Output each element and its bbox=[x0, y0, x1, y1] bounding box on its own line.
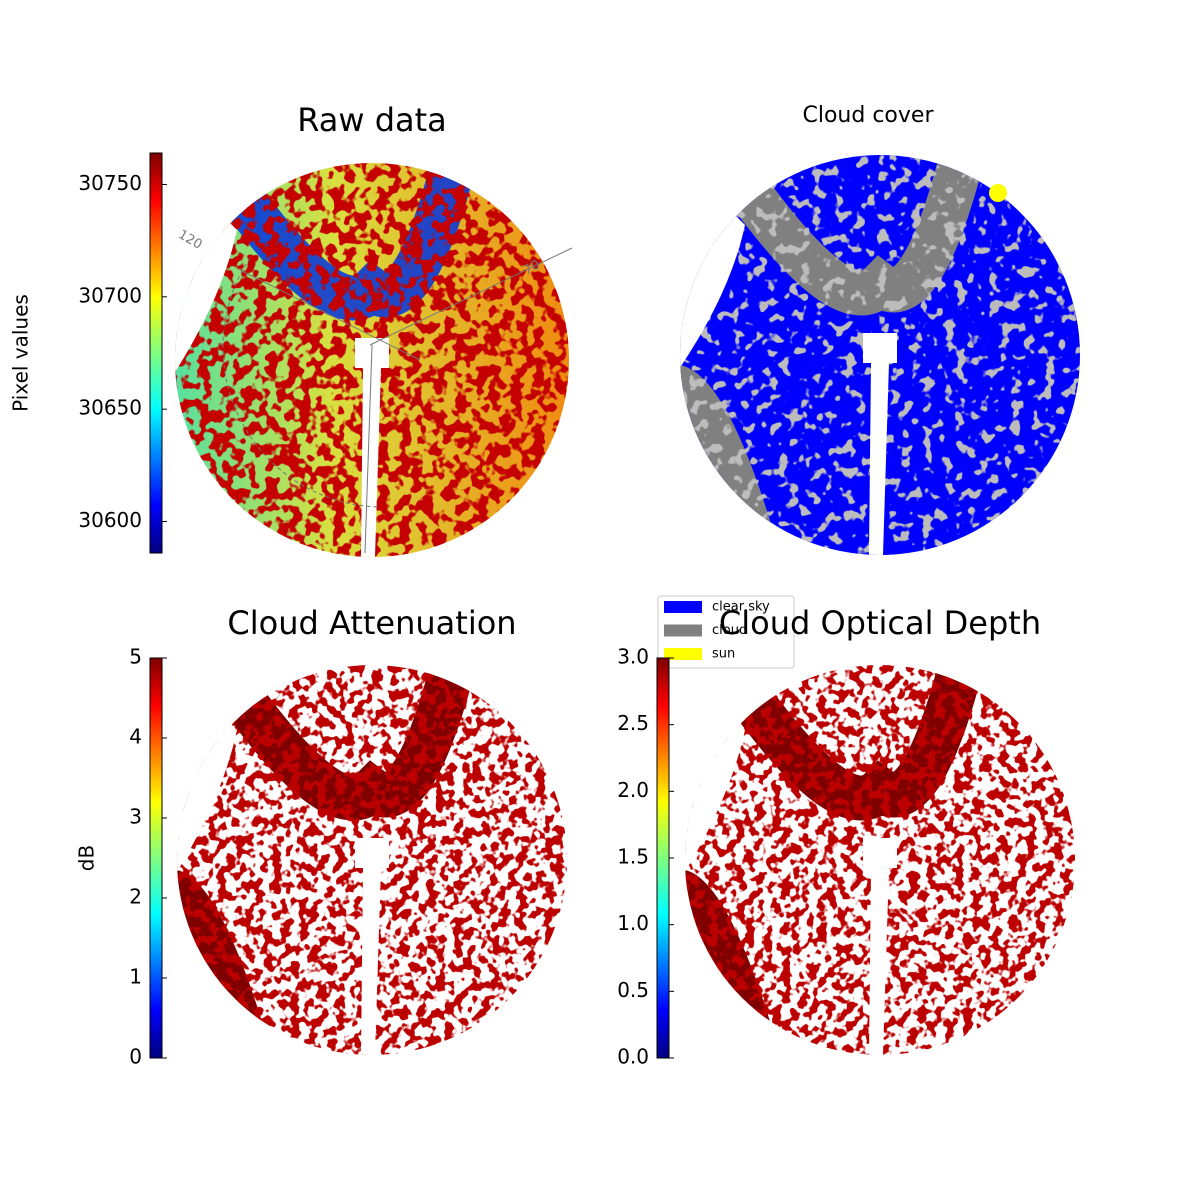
legend-swatch bbox=[664, 624, 702, 637]
sun-marker bbox=[989, 184, 1007, 202]
tick-label: 2 bbox=[129, 885, 142, 909]
tick-label: 30700 bbox=[78, 283, 142, 307]
legend-label: cloud bbox=[712, 623, 747, 638]
tick-label: 4 bbox=[129, 725, 142, 749]
mask bbox=[863, 333, 897, 555]
colorbar bbox=[149, 657, 163, 1059]
sky-image bbox=[175, 163, 569, 557]
tick-label: 1.0 bbox=[617, 911, 649, 935]
colorbar bbox=[149, 152, 163, 554]
tick-label: 5 bbox=[129, 645, 142, 669]
tick-label: 2.0 bbox=[617, 778, 649, 802]
sky-image bbox=[685, 665, 1075, 1055]
sky-image bbox=[177, 665, 567, 1055]
tick-label: 3.0 bbox=[617, 645, 649, 669]
sky-image bbox=[680, 155, 1080, 555]
legend-swatch bbox=[664, 648, 702, 660]
legend-label: clear sky bbox=[712, 600, 770, 615]
tick-label: 30650 bbox=[78, 396, 142, 420]
mask bbox=[355, 338, 389, 557]
colorbar-label: dB bbox=[75, 845, 99, 871]
colorbar-label: Pixel values bbox=[9, 294, 33, 412]
tick-label: 1.5 bbox=[617, 845, 649, 869]
polar-grid bbox=[222, 247, 573, 554]
tick-label: 0 bbox=[129, 1045, 142, 1069]
tick-label: 0.0 bbox=[617, 1045, 649, 1069]
polar-label: 70 bbox=[521, 257, 543, 278]
mask bbox=[863, 838, 897, 1055]
mask bbox=[355, 838, 389, 1055]
tick-label: 0.5 bbox=[617, 978, 649, 1002]
polar-label: 120 bbox=[175, 227, 204, 252]
colorbar bbox=[656, 657, 670, 1059]
chart-title: Cloud cover bbox=[803, 103, 935, 128]
polar-line bbox=[364, 344, 373, 554]
chart-title: Cloud Attenuation bbox=[227, 604, 516, 642]
polar-arc bbox=[222, 257, 381, 508]
tick-label: 2.5 bbox=[617, 711, 649, 735]
tick-label: 1 bbox=[129, 965, 142, 989]
tick-label: 30750 bbox=[78, 171, 142, 195]
legend-label: sun bbox=[712, 647, 735, 662]
legend: clear sky cloud sun bbox=[657, 595, 795, 669]
tick-label: 3 bbox=[129, 805, 142, 829]
polar-line bbox=[369, 247, 573, 346]
tick-label: 30600 bbox=[78, 508, 142, 532]
chart-title: Raw data bbox=[297, 101, 447, 139]
chart-title: Cloud Optical Depth bbox=[719, 604, 1041, 642]
polar-line bbox=[239, 269, 421, 361]
legend-swatch bbox=[664, 601, 702, 613]
